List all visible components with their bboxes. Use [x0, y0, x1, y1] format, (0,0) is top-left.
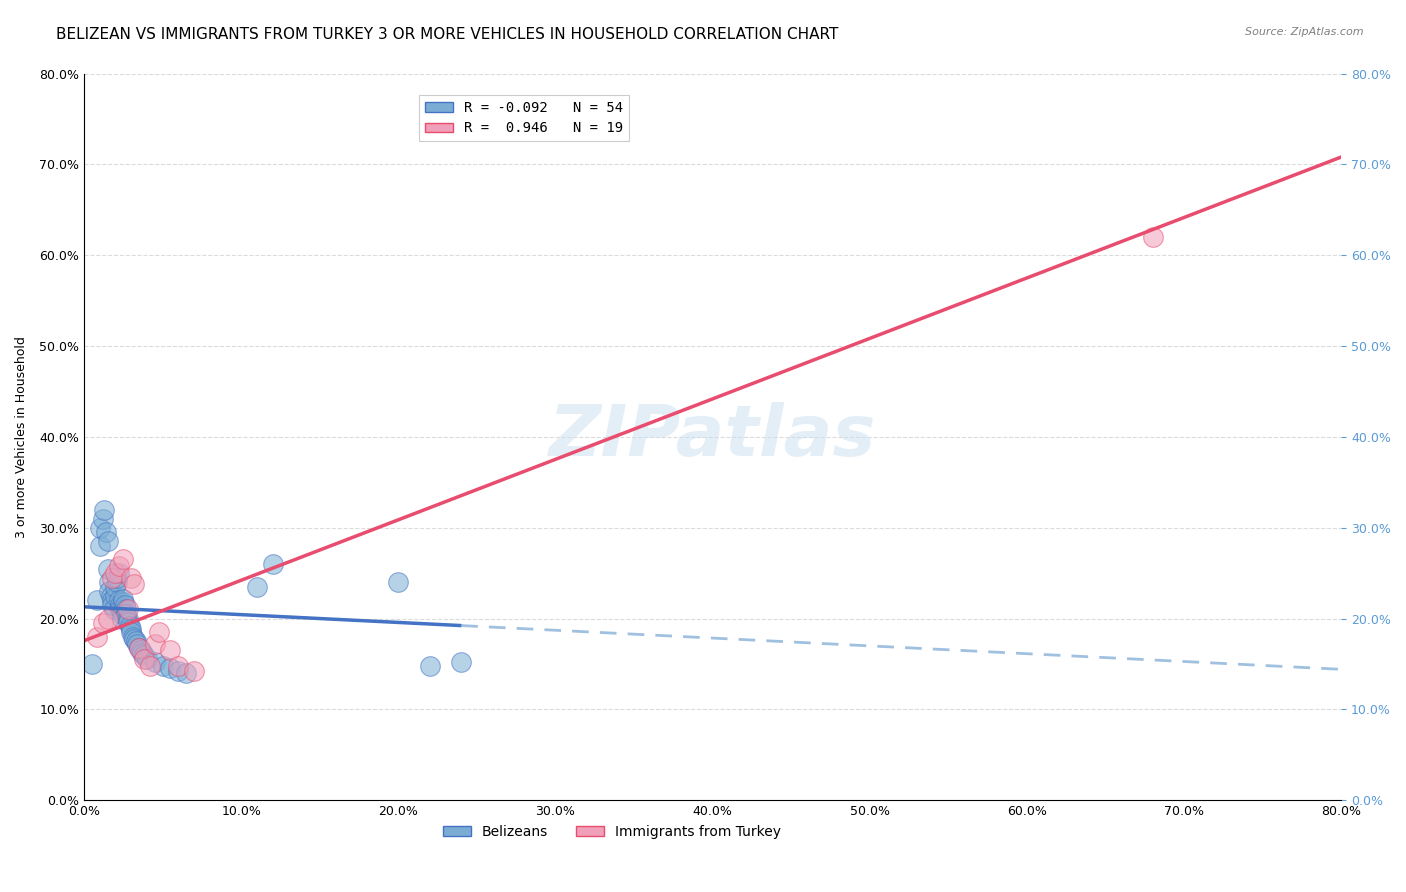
Point: [112, 595, 135, 609]
Point: [104, 580, 127, 594]
Point: [96, 611, 118, 625]
Point: [108, 598, 131, 612]
Point: [117, 602, 139, 616]
Point: [101, 593, 124, 607]
Point: [148, 625, 170, 640]
Point: [101, 598, 124, 612]
Point: [115, 602, 138, 616]
Point: [111, 607, 134, 621]
Point: [115, 607, 138, 621]
Point: [125, 634, 148, 648]
Point: [107, 593, 129, 607]
Point: [122, 577, 145, 591]
Point: [112, 591, 135, 606]
Point: [103, 602, 125, 616]
Point: [139, 658, 162, 673]
Point: [107, 558, 129, 573]
Point: [86, 593, 108, 607]
Point: [120, 623, 142, 637]
Point: [120, 571, 142, 585]
Legend: Belizeans, Immigrants from Turkey: Belizeans, Immigrants from Turkey: [437, 819, 786, 844]
Point: [387, 575, 409, 590]
Point: [167, 658, 190, 673]
Point: [419, 658, 441, 673]
Point: [89, 521, 111, 535]
Point: [120, 625, 142, 640]
Point: [108, 602, 131, 616]
Point: [167, 664, 190, 678]
Point: [100, 589, 122, 603]
Point: [118, 619, 141, 633]
Point: [104, 566, 127, 580]
Point: [135, 652, 157, 666]
Point: [93, 502, 115, 516]
Text: BELIZEAN VS IMMIGRANTS FROM TURKEY 3 OR MORE VEHICLES IN HOUSEHOLD CORRELATION C: BELIZEAN VS IMMIGRANTS FROM TURKEY 3 OR …: [56, 27, 838, 42]
Point: [98, 584, 121, 599]
Point: [122, 632, 145, 646]
Point: [104, 589, 127, 603]
Point: [121, 630, 143, 644]
Point: [128, 640, 150, 655]
Point: [143, 655, 166, 669]
Point: [131, 646, 153, 660]
Point: [111, 611, 134, 625]
Point: [107, 566, 129, 580]
Text: Source: ZipAtlas.com: Source: ZipAtlas.com: [1246, 27, 1364, 37]
Point: [132, 652, 155, 666]
Point: [183, 664, 205, 678]
Point: [450, 655, 472, 669]
Point: [80, 657, 103, 671]
Point: [246, 580, 269, 594]
Point: [114, 598, 136, 612]
Point: [143, 637, 166, 651]
Point: [105, 571, 128, 585]
Point: [86, 630, 108, 644]
Y-axis label: 3 or more Vehicles in Household: 3 or more Vehicles in Household: [15, 336, 28, 538]
Point: [128, 640, 150, 655]
Point: [152, 658, 174, 673]
Point: [91, 511, 114, 525]
Point: [91, 615, 114, 630]
Point: [129, 643, 152, 657]
Point: [117, 615, 139, 629]
Point: [159, 643, 181, 657]
Text: ZIPatlas: ZIPatlas: [548, 402, 876, 471]
Point: [1142, 230, 1164, 244]
Point: [101, 571, 124, 585]
Point: [96, 534, 118, 549]
Point: [127, 637, 149, 651]
Point: [174, 666, 197, 681]
Point: [132, 648, 155, 662]
Point: [262, 557, 284, 571]
Point: [105, 575, 128, 590]
Point: [96, 561, 118, 575]
Point: [159, 661, 181, 675]
Point: [94, 525, 117, 540]
Point: [89, 539, 111, 553]
Point: [112, 552, 135, 566]
Point: [117, 611, 139, 625]
Point: [98, 575, 121, 590]
